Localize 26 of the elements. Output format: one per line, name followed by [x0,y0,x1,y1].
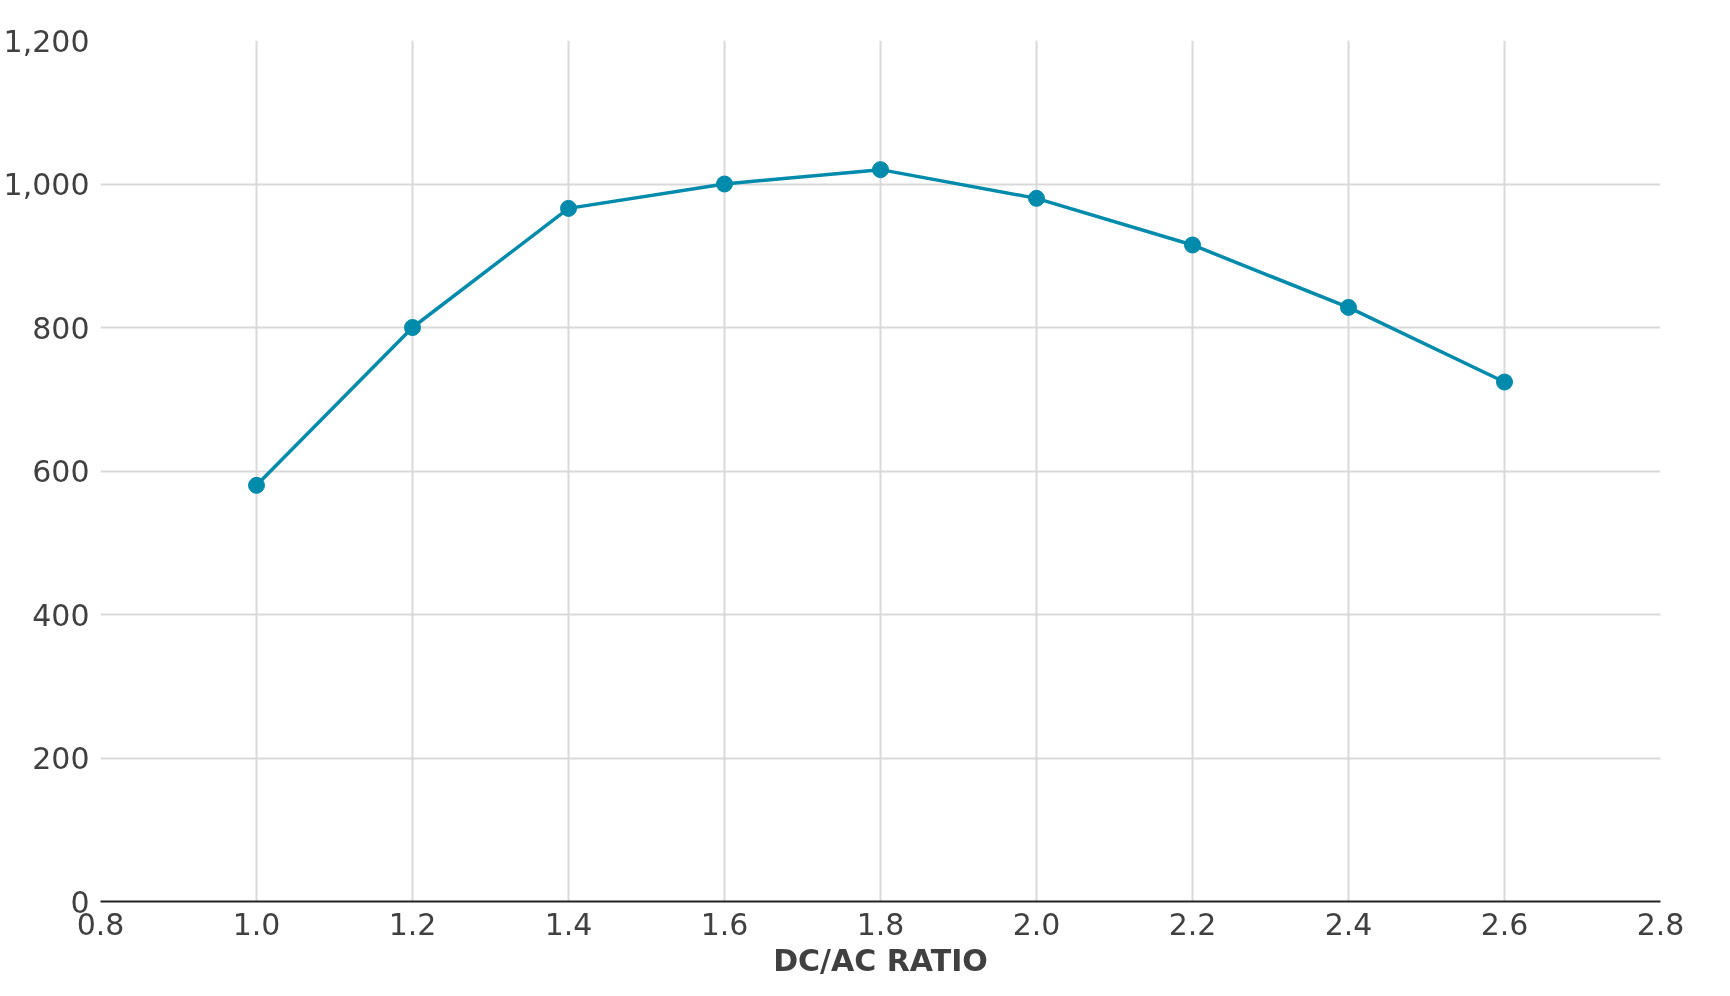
x-tick-label: 1.8 [856,906,905,942]
y-tick-label: 200 [32,741,90,776]
y-tick-label: 400 [32,597,90,633]
x-axis-title: DC/AC RATIO [773,942,988,978]
x-tick-label: 2.6 [1480,906,1529,942]
y-tick-label: 600 [32,454,90,489]
y-tick-label: 800 [32,310,90,346]
point [872,161,889,179]
x-tick-label: 1.2 [388,906,437,942]
x-tick-label: 1.4 [544,906,593,942]
point [716,175,733,193]
y-tick-label: 1,200 [3,23,90,59]
x-tick-label: 2.0 [1012,906,1061,942]
x-tick-label: 2.8 [1636,906,1685,942]
x-tick-label: 1.0 [232,906,281,942]
point [248,476,265,494]
x-tick-label: 1.6 [700,906,749,942]
point [1028,189,1045,207]
point [1340,298,1357,316]
x-tick-label: 2.2 [1168,906,1217,942]
point [560,199,577,217]
point [1184,236,1201,254]
y-tick-label: 1,000 [3,167,90,202]
x-tick-label: 2.4 [1324,906,1373,942]
point [1496,373,1513,391]
point [404,319,421,336]
